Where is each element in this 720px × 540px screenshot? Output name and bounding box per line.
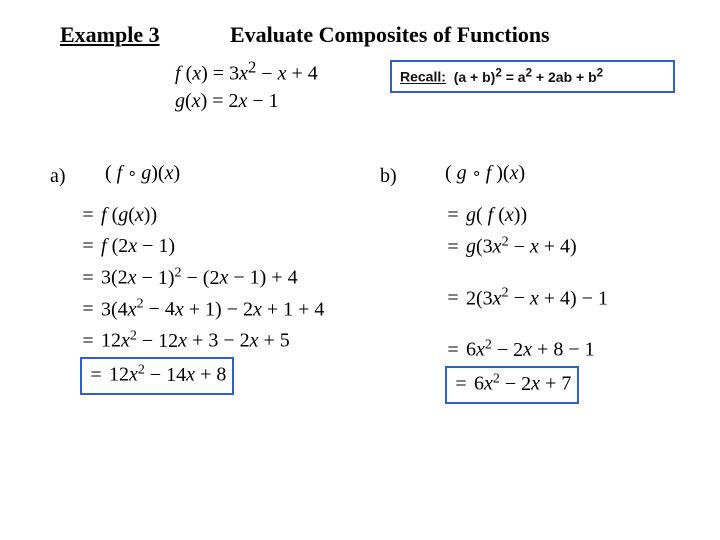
header: Example 3 Evaluate Composites of Functio… — [60, 22, 680, 48]
recall-formula: (a + b)2 = a2 + 2ab + b2 — [450, 69, 603, 85]
example-label: Example 3 — [60, 22, 160, 47]
step: = 12x2 − 12x + 3 − 2x + 5 — [80, 325, 324, 357]
function-definitions: f (x) = 3x2 − x + 4 g(x) = 2x − 1 — [175, 56, 318, 115]
part-b-steps: = g( f (x)) = g(3x2 − x + 4) = 2(3x2 − x… — [445, 200, 608, 404]
step: = 3(4x2 − 4x + 1) − 2x + 1 + 4 — [80, 294, 324, 326]
part-a-answer: = 12x2 − 14x + 8 — [80, 357, 324, 395]
step: = 2(3x2 − x + 4) − 1 — [445, 283, 608, 315]
part-b-label: b) — [380, 165, 397, 188]
step: = f (g(x)) — [80, 200, 324, 231]
step: = g(3x2 − x + 4) — [445, 231, 608, 263]
recall-label: Recall: — [400, 69, 446, 85]
definition-f: f (x) = 3x2 − x + 4 — [175, 56, 318, 88]
slide-title: Evaluate Composites of Functions — [230, 22, 550, 48]
step: = 3(2x − 1)2 − (2x − 1) + 4 — [80, 262, 324, 294]
part-a-label: a) — [50, 165, 66, 188]
part-b-answer: = 6x2 − 2x + 7 — [445, 366, 608, 404]
part-a-steps: = f (g(x)) = f (2x − 1) = 3(2x − 1)2 − (… — [80, 200, 324, 395]
part-b-expression: ( g ∘ f )(x) — [445, 162, 525, 185]
step: = g( f (x)) — [445, 200, 608, 231]
part-a-expression: ( f ∘ g)(x) — [105, 162, 180, 185]
step: = 6x2 − 2x + 8 − 1 — [445, 334, 608, 366]
step: = f (2x − 1) — [80, 231, 324, 262]
recall-box: Recall: (a + b)2 = a2 + 2ab + b2 — [390, 60, 675, 93]
slide: Example 3 Evaluate Composites of Functio… — [0, 0, 720, 540]
definition-g: g(x) = 2x − 1 — [175, 88, 318, 115]
